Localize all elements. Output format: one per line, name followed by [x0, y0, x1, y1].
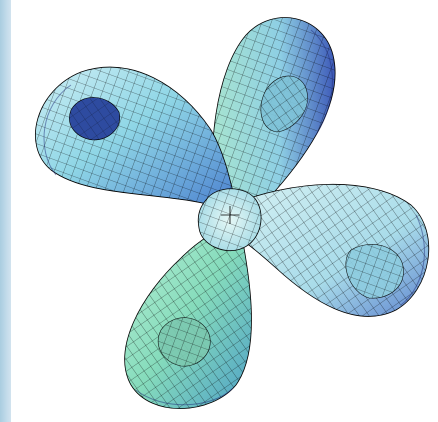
bottom-lobe: [124, 221, 252, 410]
left-lobe: [35, 66, 236, 211]
knot-surface-icon: [35, 17, 430, 410]
right-lobe: [230, 183, 430, 317]
render-canvas: [11, 0, 438, 422]
center-crossing: [197, 188, 262, 252]
shading-accents: [43, 29, 425, 406]
